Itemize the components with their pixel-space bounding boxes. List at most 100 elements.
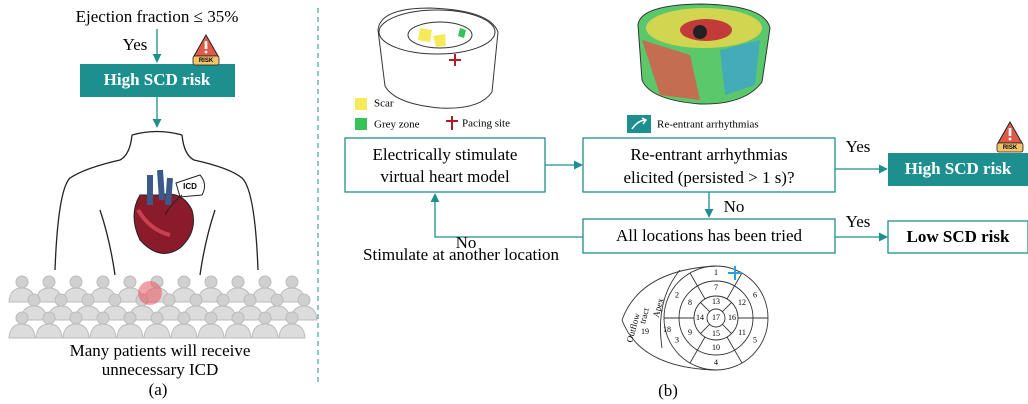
bullseye-label: Apex xyxy=(651,297,666,319)
spoke xyxy=(690,337,705,363)
heart-sketch xyxy=(378,8,498,108)
segment-number: 3 xyxy=(675,335,679,344)
person-head xyxy=(232,276,244,288)
person-head xyxy=(16,312,28,324)
heart-simulation xyxy=(638,4,770,104)
person-body xyxy=(63,324,89,338)
person-head xyxy=(55,294,67,306)
person-head xyxy=(190,294,202,306)
risk-badge: RISK xyxy=(193,35,219,65)
person-head xyxy=(232,312,244,324)
spoke xyxy=(722,302,731,311)
person-head xyxy=(259,312,271,324)
spoke xyxy=(727,337,742,363)
person-body xyxy=(171,324,197,338)
person-body xyxy=(117,324,143,338)
no-label: No xyxy=(724,197,745,216)
segment-number: 16 xyxy=(728,313,736,322)
icd-label: ICD xyxy=(183,182,197,191)
legend-swatch xyxy=(355,118,367,130)
person-head xyxy=(70,276,82,288)
panel-label: (a) xyxy=(149,380,168,399)
person-head xyxy=(124,312,136,324)
person-head xyxy=(28,294,40,306)
segment-number: 15 xyxy=(712,329,720,338)
loop-arrow xyxy=(435,194,583,237)
yes-label: Yes xyxy=(846,212,871,231)
person-head xyxy=(16,276,28,288)
segment-number: 6 xyxy=(753,290,757,299)
person-head xyxy=(97,312,109,324)
segment-number: 7 xyxy=(714,283,718,292)
panel-label: (b) xyxy=(658,381,678,400)
segment-number: 10 xyxy=(712,343,720,352)
loop-label: Stimulate at another location xyxy=(363,245,559,264)
highlight xyxy=(138,281,162,305)
person-body xyxy=(144,324,170,338)
segment-number: 17 xyxy=(712,313,720,322)
risk-badge-text: RISK xyxy=(1003,145,1018,151)
low-risk-text: Low SCD risk xyxy=(907,227,1011,246)
person-body xyxy=(36,324,62,338)
person-head xyxy=(259,276,271,288)
high-risk-text: High SCD risk xyxy=(104,70,211,89)
risk-badge: RISK xyxy=(997,122,1023,152)
person-head xyxy=(151,312,163,324)
box-text: Re-entrant arrhythmias xyxy=(630,145,787,164)
person-head xyxy=(43,276,55,288)
person-head xyxy=(178,276,190,288)
spoke xyxy=(690,273,705,299)
yes-label: Yes xyxy=(846,137,871,156)
crowd-illustration xyxy=(9,276,317,338)
legend-icon xyxy=(627,115,651,133)
person-head xyxy=(286,276,298,288)
person-head xyxy=(163,294,175,306)
spoke xyxy=(722,324,731,333)
figure: Ejection fraction ≤ 35% Yes High SCD ris… xyxy=(0,0,1028,404)
person-head xyxy=(205,312,217,324)
risk-badge-text: RISK xyxy=(199,58,214,64)
segment-number: 2 xyxy=(675,290,679,299)
person-head xyxy=(124,276,136,288)
bullseye-label: tract xyxy=(637,306,651,325)
segment-number: 19 xyxy=(641,327,649,336)
segment-number: 5 xyxy=(753,335,757,344)
segment-number: 8 xyxy=(688,298,692,307)
high-risk-text: High SCD risk xyxy=(905,159,1012,178)
person-head xyxy=(244,294,256,306)
segment-number: 11 xyxy=(738,328,746,337)
person-head xyxy=(109,294,121,306)
legend-label: Re-entrant arrhythmias xyxy=(657,119,759,131)
person-body xyxy=(279,324,305,338)
condition: Ejection fraction ≤ 35% xyxy=(76,7,239,26)
segment-number: 18 xyxy=(663,325,671,334)
yes-label: Yes xyxy=(123,35,148,54)
segment-number: 14 xyxy=(696,313,704,322)
box-text: All locations has been tried xyxy=(616,226,803,245)
person-head xyxy=(298,294,310,306)
legend-swatch xyxy=(355,98,367,110)
person-head xyxy=(271,294,283,306)
person-head xyxy=(43,312,55,324)
segment-number: 12 xyxy=(738,298,746,307)
pacing-mark xyxy=(449,54,461,66)
person-head xyxy=(82,294,94,306)
person-head xyxy=(70,312,82,324)
legend-label: Scar xyxy=(374,98,394,110)
person-head xyxy=(217,294,229,306)
segment-number: 9 xyxy=(688,328,692,337)
segment-number: 4 xyxy=(714,358,718,367)
spoke xyxy=(700,324,709,333)
person-body xyxy=(90,324,116,338)
person-head xyxy=(178,312,190,324)
caption-line: Many patients will receive xyxy=(70,341,251,360)
person-head xyxy=(97,276,109,288)
segment-number: 13 xyxy=(712,297,720,306)
person-body xyxy=(252,324,278,338)
person-head xyxy=(205,276,217,288)
legend-label: Pacing site xyxy=(462,118,510,130)
segment-number: 1 xyxy=(714,268,718,277)
box-text: virtual heart model xyxy=(380,167,510,186)
caption-line: unnecessary ICD xyxy=(102,360,219,379)
person-body xyxy=(198,324,224,338)
